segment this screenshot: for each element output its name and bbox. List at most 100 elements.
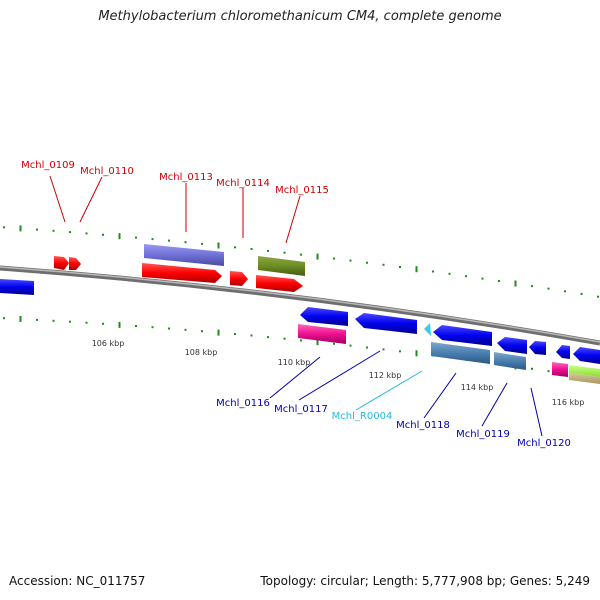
reverse-track-minor-tick [300, 339, 302, 342]
forward-track-major-tick [415, 266, 418, 273]
forward-gene-features [54, 244, 305, 292]
forward-tick-track [3, 225, 599, 298]
forward-track-minor-tick [564, 290, 566, 293]
reverse-track-minor-tick [36, 318, 38, 321]
forward-track-minor-tick [201, 242, 203, 245]
forward-track-major-tick [316, 253, 319, 260]
forward-track-minor-tick [465, 275, 467, 278]
forward-track-minor-tick [432, 270, 434, 273]
scale-label-116: 116 kbp [552, 398, 585, 407]
label-mchl-0115[interactable]: Mchl_0115 [275, 185, 329, 196]
forward-track-major-tick [217, 242, 220, 249]
gene-left-partial[interactable] [0, 279, 34, 295]
label-mchl-0110[interactable]: Mchl_0110 [80, 166, 134, 177]
map-title: Methylobacterium chloromethanicum CM4, c… [98, 9, 502, 24]
forward-track-minor-tick [349, 259, 352, 262]
label-mchl-0109[interactable]: Mchl_0109 [21, 160, 75, 171]
label-mchl-r0004[interactable]: Mchl_R0004 [332, 411, 393, 422]
reverse-track-minor-tick [85, 321, 88, 324]
reverse-track-major-tick [118, 321, 121, 328]
reverse-track-major-tick [316, 339, 319, 346]
forward-track-minor-tick [52, 229, 55, 232]
label-mchl-0113[interactable]: Mchl_0113 [159, 172, 213, 183]
reverse-track-major-tick [415, 350, 418, 357]
gene-right-tan[interactable] [569, 373, 600, 384]
footer-accession: Accession: NC_011757 [9, 574, 146, 588]
forward-track-major-tick [118, 233, 121, 240]
gene-mchl-0115-domain[interactable] [258, 256, 305, 276]
reverse-track-minor-tick [3, 317, 5, 320]
scale-label-106: 106 kbp [92, 339, 125, 348]
gene-mchl-0116[interactable] [300, 307, 348, 326]
label-mchl-0119[interactable]: Mchl_0119 [456, 429, 510, 440]
gene-right-pink[interactable] [552, 362, 568, 377]
gene-mchl-0119[interactable] [497, 337, 527, 354]
forward-track-minor-tick [333, 257, 335, 260]
forward-track-minor-tick [234, 246, 236, 249]
reverse-track-minor-tick [349, 344, 352, 347]
forward-track-minor-tick [151, 238, 154, 241]
forward-track-minor-tick [135, 236, 137, 239]
genome-backbone [0, 265, 600, 346]
reverse-track-minor-tick [168, 327, 170, 330]
label-mchl-0114[interactable]: Mchl_0114 [216, 178, 270, 189]
forward-track-minor-tick [597, 295, 599, 298]
forward-leader-lines [49, 175, 301, 244]
reverse-gene-features [0, 279, 600, 384]
gene-mchl-0113-domain[interactable] [144, 244, 224, 266]
gene-mchl-0120-b[interactable] [556, 345, 570, 359]
gene-mchl-0113[interactable] [142, 263, 222, 283]
reverse-track-minor-tick [531, 367, 533, 370]
reverse-track-minor-tick [184, 328, 187, 331]
label-mchl-0120[interactable]: Mchl_0120 [517, 438, 571, 449]
forward-track-minor-tick [382, 263, 385, 266]
forward-track-minor-tick [36, 228, 38, 231]
gene-mchl-0114[interactable] [230, 271, 248, 286]
gene-mchl-0116-domain[interactable] [298, 324, 346, 344]
reverse-track-minor-tick [234, 333, 236, 335]
forward-track-minor-tick [3, 226, 5, 229]
reverse-track-minor-tick [283, 337, 286, 340]
reverse-track-minor-tick [382, 348, 385, 351]
forward-track-minor-tick [399, 266, 401, 268]
genome-backbone-highlight [0, 266, 600, 343]
label-mchl-0117[interactable]: Mchl_0117 [274, 404, 328, 415]
reverse-track-minor-tick [135, 325, 137, 327]
forward-track-minor-tick [85, 232, 88, 235]
forward-track-minor-tick [366, 261, 368, 264]
label-mchl-0116[interactable]: Mchl_0116 [216, 398, 270, 409]
gene-mchl-0109[interactable] [54, 256, 69, 270]
forward-track-minor-tick [250, 248, 253, 250]
label-mchl-0118[interactable]: Mchl_0118 [396, 420, 450, 431]
reverse-leader-lines [269, 350, 543, 437]
forward-track-minor-tick [547, 287, 550, 290]
reverse-track-minor-tick [102, 322, 104, 325]
gene-mchl-0110[interactable] [69, 257, 81, 270]
reverse-track-major-tick [19, 316, 22, 322]
forward-track-minor-tick [531, 285, 533, 288]
reverse-track-minor-tick [366, 346, 368, 349]
scale-labels: 106 kbp 108 kbp 110 kbp 112 kbp 114 kbp … [92, 339, 585, 407]
gene-mchl-0115[interactable] [256, 275, 303, 292]
gene-mchl-0118-domain[interactable] [431, 342, 490, 364]
forward-track-minor-tick [184, 241, 187, 244]
forward-track-minor-tick [300, 253, 302, 256]
forward-track-minor-tick [283, 251, 286, 254]
gene-mchl-0119-domain[interactable] [494, 352, 526, 370]
gene-mchl-0118[interactable] [433, 325, 492, 346]
reverse-track-minor-tick [250, 334, 253, 337]
rna-mchl-r0004[interactable] [424, 323, 431, 336]
forward-track-minor-tick [448, 272, 451, 275]
reverse-track-minor-tick [69, 320, 71, 323]
gene-right-partial[interactable] [573, 347, 600, 364]
reverse-track-minor-tick [399, 350, 401, 353]
forward-track-minor-tick [102, 233, 104, 236]
forward-track-minor-tick [267, 249, 269, 252]
forward-track-minor-tick [498, 280, 500, 282]
forward-track-minor-tick [168, 239, 170, 242]
gene-mchl-0117[interactable] [355, 313, 417, 334]
scale-label-112: 112 kbp [369, 371, 402, 380]
gene-mchl-0120-a[interactable] [529, 341, 546, 355]
forward-track-major-tick [19, 225, 22, 232]
